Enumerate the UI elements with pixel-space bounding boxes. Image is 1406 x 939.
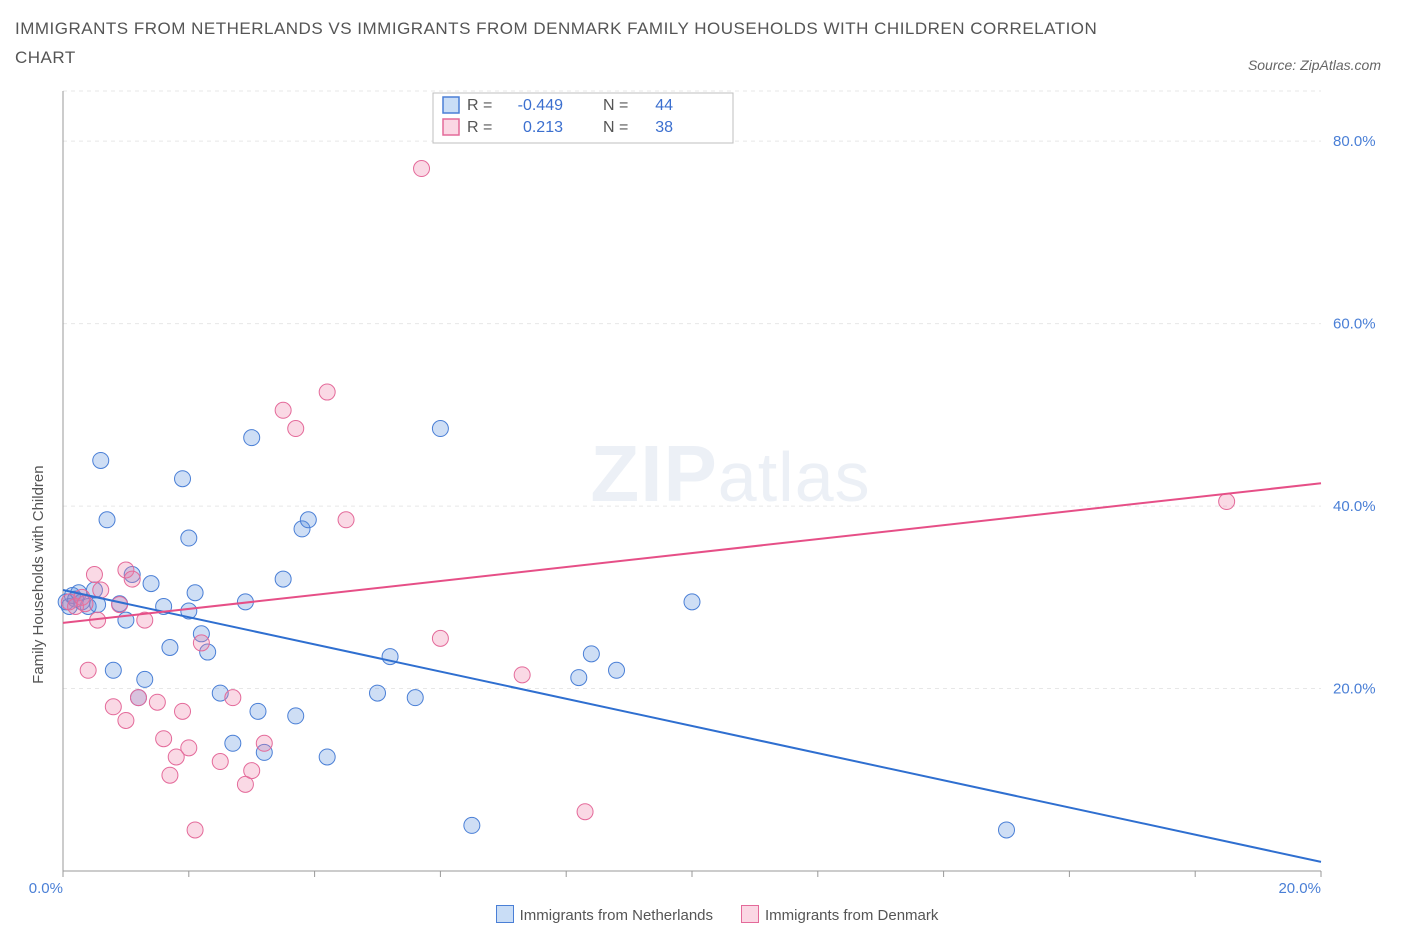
- data-point: [338, 512, 354, 528]
- y-tick-label: 80.0%: [1333, 133, 1376, 150]
- data-point: [288, 708, 304, 724]
- legend-label: Immigrants from Denmark: [765, 907, 938, 924]
- data-point: [105, 699, 121, 715]
- trend-line: [63, 590, 1321, 862]
- data-point: [156, 731, 172, 747]
- stat-n-value: 44: [655, 97, 673, 114]
- y-tick-label: 20.0%: [1333, 680, 1376, 697]
- data-point: [250, 703, 266, 719]
- data-point: [175, 703, 191, 719]
- data-point: [130, 689, 146, 705]
- data-point: [162, 767, 178, 783]
- x-tick-label: 0.0%: [29, 880, 63, 897]
- data-point: [80, 662, 96, 678]
- data-point: [432, 630, 448, 646]
- data-point: [187, 585, 203, 601]
- data-point: [514, 667, 530, 683]
- data-point: [571, 669, 587, 685]
- data-point: [577, 803, 593, 819]
- legend-swatch: [496, 905, 514, 923]
- x-axis-legend: Immigrants from Netherlands Immigrants fr…: [15, 905, 1391, 924]
- data-point: [149, 694, 165, 710]
- data-point: [112, 596, 128, 612]
- data-point: [162, 639, 178, 655]
- data-point: [414, 160, 430, 176]
- legend-label: Immigrants from Netherlands: [520, 907, 713, 924]
- stat-label: N =: [603, 97, 628, 114]
- header: IMMIGRANTS FROM NETHERLANDS VS IMMIGRANT…: [15, 15, 1391, 73]
- data-point: [275, 402, 291, 418]
- data-point: [77, 595, 93, 611]
- stat-r-value: 0.213: [523, 119, 563, 136]
- data-point: [137, 671, 153, 687]
- data-point: [225, 689, 241, 705]
- data-point: [86, 566, 102, 582]
- chart-container: 20.0% 40.0% 60.0% 80.0% 0.0% 20.0% Family Hous…: [15, 81, 1391, 901]
- stat-n-value: 38: [655, 119, 673, 136]
- data-point: [143, 575, 159, 591]
- data-point: [244, 762, 260, 778]
- data-point: [193, 635, 209, 651]
- data-point: [256, 735, 272, 751]
- data-point: [118, 712, 134, 728]
- data-point: [319, 384, 335, 400]
- legend-swatch: [741, 905, 759, 923]
- data-point: [187, 822, 203, 838]
- data-point: [319, 749, 335, 765]
- stat-r-value: -0.449: [518, 97, 563, 114]
- data-point: [464, 817, 480, 833]
- x-tick-label: 20.0%: [1278, 880, 1321, 897]
- scatter-chart: 20.0% 40.0% 60.0% 80.0% 0.0% 20.0% Family Hous…: [15, 81, 1391, 901]
- data-point: [181, 530, 197, 546]
- source-credit: Source: ZipAtlas.com: [1248, 57, 1391, 73]
- y-tick-label: 60.0%: [1333, 315, 1376, 332]
- stat-label: R =: [467, 119, 492, 136]
- data-point: [212, 753, 228, 769]
- data-point: [225, 735, 241, 751]
- legend-swatch: [443, 119, 459, 135]
- data-point: [432, 420, 448, 436]
- data-point: [684, 594, 700, 610]
- data-point: [288, 420, 304, 436]
- data-point: [124, 571, 140, 587]
- y-tick-label: 40.0%: [1333, 498, 1376, 515]
- data-point: [300, 512, 316, 528]
- data-point: [244, 429, 260, 445]
- data-point: [105, 662, 121, 678]
- data-point: [407, 689, 423, 705]
- data-point: [583, 646, 599, 662]
- data-point: [275, 571, 291, 587]
- data-point: [175, 471, 191, 487]
- data-point: [370, 685, 386, 701]
- data-point: [93, 582, 109, 598]
- y-axis-label: Family Households with Children: [30, 465, 47, 683]
- data-point: [99, 512, 115, 528]
- data-point: [181, 740, 197, 756]
- stat-label: R =: [467, 97, 492, 114]
- data-point: [1219, 493, 1235, 509]
- data-point: [93, 452, 109, 468]
- legend-swatch: [443, 97, 459, 113]
- data-point: [999, 822, 1015, 838]
- chart-title: IMMIGRANTS FROM NETHERLANDS VS IMMIGRANT…: [15, 15, 1115, 73]
- data-point: [609, 662, 625, 678]
- stat-label: N =: [603, 119, 628, 136]
